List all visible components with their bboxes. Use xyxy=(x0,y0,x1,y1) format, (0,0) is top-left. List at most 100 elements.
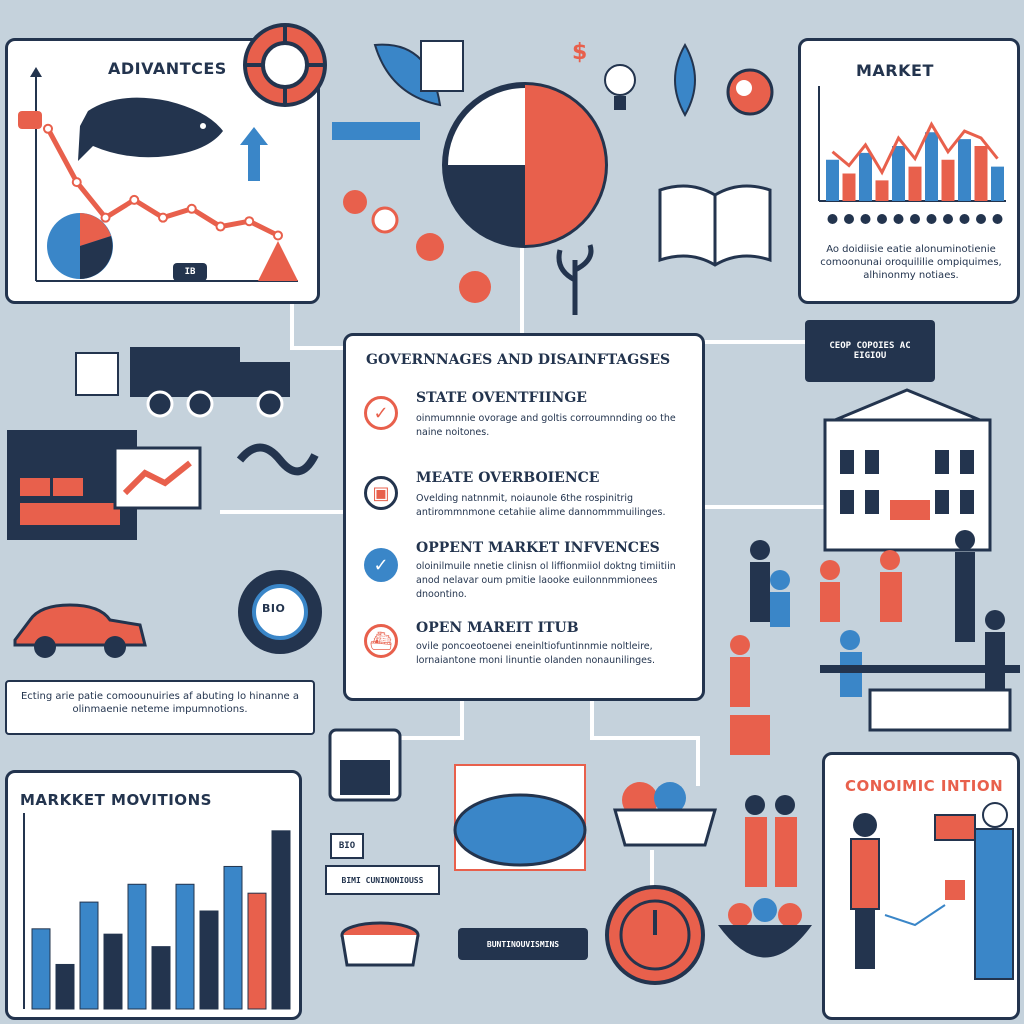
advantages-point xyxy=(158,212,168,223)
advantages-point xyxy=(100,212,111,223)
market-motions-bars xyxy=(31,830,291,1010)
advantages-point xyxy=(244,216,255,227)
item-3-title: OPPENT MARKET INFVENCES xyxy=(416,540,660,556)
market-bar xyxy=(842,173,856,201)
market-motions-bar xyxy=(103,933,123,1010)
governance-panel: GOVERNNAGES AND DISAINFTAGSES ✓ STATE OV… xyxy=(343,333,705,701)
pencil-icon xyxy=(332,122,420,140)
connector xyxy=(290,300,294,350)
basket-icon xyxy=(613,782,717,847)
left-caption: Ecting arie patie comoounuiries af abuti… xyxy=(5,680,315,735)
advantages-point xyxy=(43,123,53,134)
market-motions-bar xyxy=(199,910,219,1010)
advantages-illustration xyxy=(18,67,298,282)
market-motions-bar xyxy=(79,901,99,1010)
connector xyxy=(590,700,594,740)
item-2-body: Ovelding natnnmit, noiaunole 6the rospin… xyxy=(416,493,666,518)
market-motions-bar xyxy=(151,946,171,1010)
market-motions-bar xyxy=(247,892,267,1010)
connector xyxy=(400,736,464,740)
truck-icon xyxy=(130,347,290,418)
market-pin-icon xyxy=(959,214,970,224)
gear-label: BIO xyxy=(262,602,286,615)
market-pins xyxy=(827,214,1003,224)
market-pin-icon xyxy=(844,214,854,224)
governance-heading: GOVERNNAGES AND DISAINFTAGSES xyxy=(366,352,671,368)
ship-icon: ⛴ xyxy=(364,624,398,658)
market-trend-line xyxy=(831,121,999,176)
advantages-title: ADIVANTCES xyxy=(108,59,227,78)
bowl-icon xyxy=(340,921,420,967)
leaf-icon-2 xyxy=(674,42,696,118)
connector xyxy=(700,340,810,344)
connector xyxy=(220,510,350,514)
connector xyxy=(696,736,700,786)
advantages-point xyxy=(215,221,226,232)
dollar-icon: $ xyxy=(572,40,588,65)
sign-board: BIMI CUNINONIOUSS xyxy=(325,865,440,895)
clock-gear-icon xyxy=(605,885,705,985)
item-3-body: oloinilmuile nnetie clinisn ol liffionmi… xyxy=(416,561,676,600)
market-panel: MARKET Ao doidiisie eatie alonuminotieni… xyxy=(798,38,1020,304)
arrow-up-icon xyxy=(248,141,260,181)
people-pair-icon xyxy=(745,795,797,887)
market-motions-panel: MARKKET MOVITIONS xyxy=(5,770,302,1020)
conomic-panel: CONOIMIC INTION xyxy=(822,752,1020,1020)
market-motions-bar xyxy=(175,883,195,1010)
apple-icon xyxy=(726,68,774,116)
monitor-icon xyxy=(7,430,202,540)
stamp-icon xyxy=(75,352,119,396)
market-bar xyxy=(908,166,922,201)
speech-bubble: CEOP COPOIES AC EIGIOU xyxy=(805,320,935,382)
book-icon xyxy=(658,184,772,267)
connector xyxy=(590,736,700,740)
market-bar xyxy=(958,139,971,201)
clock-small-tag: IB xyxy=(173,263,207,281)
item-1-body: oinmumnnie ovorage and goltis corroumnnd… xyxy=(416,413,676,438)
advantages-line-chart xyxy=(43,123,283,241)
market-pin-icon xyxy=(943,214,953,224)
bottom-banner: BUNTINOUVISMINS xyxy=(458,928,588,960)
market-bar xyxy=(859,152,872,201)
market-pin-icon xyxy=(992,214,1003,224)
connector xyxy=(290,346,350,350)
market-caption: Ao doidiisie eatie alonuminotienie comoo… xyxy=(820,244,1002,281)
connector xyxy=(650,850,654,890)
jar-icon xyxy=(328,728,402,802)
center-pie-icon xyxy=(442,82,608,248)
market-motions-title: MARKKET MOVITIONS xyxy=(20,791,212,809)
market-pin-icon xyxy=(827,214,838,224)
market-bar xyxy=(892,146,905,201)
conomic-title: CONOIMIC INTION xyxy=(845,777,1004,795)
item-1-title: STATE OVENTFIINGE xyxy=(416,390,587,406)
apple-small-icon xyxy=(343,190,367,214)
advantages-point xyxy=(186,203,197,214)
fish-icon xyxy=(78,97,223,161)
flower-icon xyxy=(371,206,399,234)
market-pin-icon xyxy=(976,214,986,224)
market-bar xyxy=(991,166,1004,201)
check-circle-icon: ✓ xyxy=(364,396,398,430)
item-4-body: ovile poncoeotoenei eneinltiofuntinnmie … xyxy=(416,641,655,666)
market-motions-bar xyxy=(31,928,51,1010)
market-bar xyxy=(875,180,889,201)
lifebuoy-gear-icon xyxy=(243,23,327,107)
price-tag: BIO xyxy=(330,833,364,859)
market-motions-bar xyxy=(223,865,243,1010)
item-4-title: OPEN MAREIT ITUB xyxy=(416,620,579,636)
market-chart xyxy=(818,86,1006,224)
gear-icon xyxy=(238,570,322,654)
plant-icon xyxy=(556,244,594,315)
market-bar xyxy=(974,146,988,201)
fruit-basket-icon xyxy=(718,898,812,958)
connector xyxy=(700,505,830,509)
car-icon xyxy=(13,603,147,658)
item-2-title: MEATE OVERBOIENCE xyxy=(416,470,600,486)
apple-small-icon xyxy=(416,233,444,261)
market-pin-icon xyxy=(860,214,871,224)
document-icon xyxy=(420,40,464,92)
lightbulb-icon xyxy=(604,64,636,110)
advantages-point xyxy=(71,177,82,188)
connector xyxy=(460,700,464,740)
advantages-point xyxy=(273,230,283,241)
